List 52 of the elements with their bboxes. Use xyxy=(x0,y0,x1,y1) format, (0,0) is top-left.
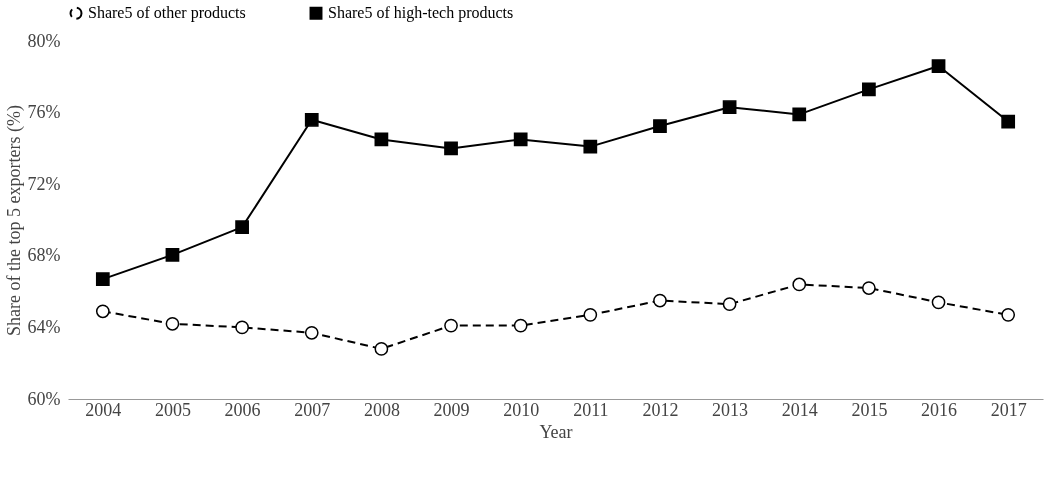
point xyxy=(374,132,389,147)
y-tick-label: 80% xyxy=(27,30,61,51)
point xyxy=(583,139,598,154)
x-tick-label: 2017 xyxy=(990,399,1027,420)
point xyxy=(444,318,458,333)
x-tick-label: 2010 xyxy=(503,399,540,420)
x-tick-label: 2011 xyxy=(573,399,609,420)
x-tick-label: 2012 xyxy=(642,399,679,420)
x-axis-title: Year xyxy=(539,421,573,442)
point xyxy=(304,112,319,127)
x-tick-label: 2006 xyxy=(224,399,261,420)
point xyxy=(862,82,876,97)
point xyxy=(792,107,807,122)
point xyxy=(1001,114,1016,129)
y-tick-label: 72% xyxy=(27,173,61,194)
point xyxy=(165,316,180,331)
x-tick-label: 2013 xyxy=(712,399,749,420)
point xyxy=(235,220,249,235)
legend-label: Share5 of high-tech products xyxy=(328,4,514,23)
point xyxy=(235,320,249,335)
x-tick-label: 2004 xyxy=(85,399,122,420)
y-tick-label: 60% xyxy=(27,388,61,409)
point xyxy=(722,297,737,311)
point xyxy=(513,132,528,147)
point xyxy=(444,141,458,156)
y-tick-label: 68% xyxy=(27,245,61,266)
point xyxy=(792,277,807,292)
point xyxy=(95,272,110,286)
point xyxy=(513,318,528,333)
legend-label: Share5 of other products xyxy=(88,4,246,23)
x-tick-label: 2008 xyxy=(363,399,400,420)
point xyxy=(931,59,946,73)
point xyxy=(862,281,876,295)
point xyxy=(1001,308,1016,322)
point xyxy=(653,293,667,308)
point xyxy=(374,342,389,356)
point xyxy=(653,119,667,133)
y-tick-label: 64% xyxy=(27,316,61,337)
x-tick-label: 2015 xyxy=(851,399,888,420)
point xyxy=(722,100,737,115)
x-tick-label: 2007 xyxy=(294,399,331,420)
x-tick-label: 2009 xyxy=(433,399,470,420)
y-axis-title: Share of the top 5 exporters (%) xyxy=(3,105,25,336)
point xyxy=(583,308,598,322)
point xyxy=(95,304,110,319)
x-tick-label: 2005 xyxy=(154,399,191,420)
x-tick-label: 2016 xyxy=(921,399,958,420)
point xyxy=(931,295,946,310)
point xyxy=(304,325,319,340)
y-tick-label: 76% xyxy=(27,102,61,123)
x-tick-label: 2014 xyxy=(781,399,818,420)
point xyxy=(165,248,180,262)
